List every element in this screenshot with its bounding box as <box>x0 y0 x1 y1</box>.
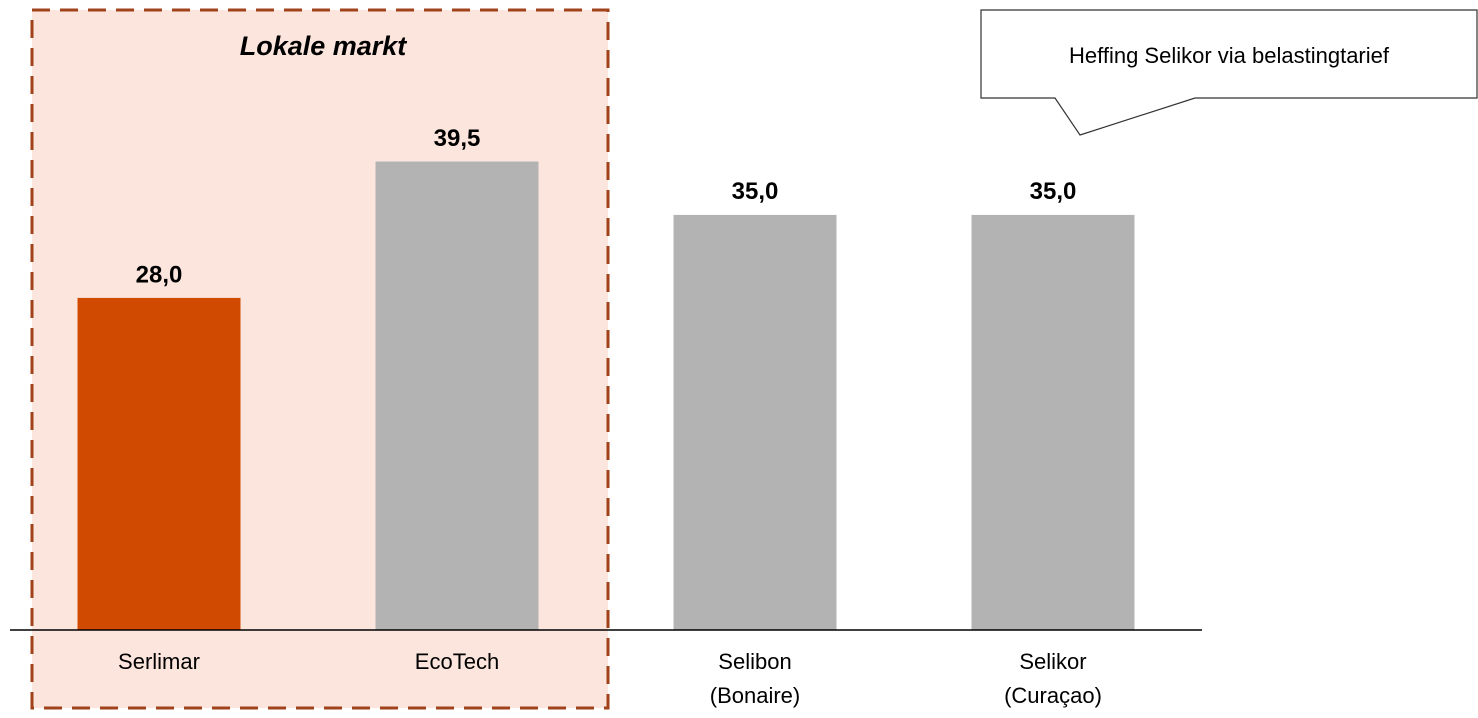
x-tick-label: (Bonaire) <box>710 683 800 708</box>
group-label: Lokale markt <box>240 31 408 61</box>
value-label: 35,0 <box>1030 178 1077 205</box>
bar <box>77 297 241 630</box>
value-label: 35,0 <box>732 178 779 205</box>
bar <box>971 214 1135 630</box>
callout-box <box>980 9 1478 136</box>
x-tick-label: (Curaçao) <box>1004 683 1102 708</box>
x-tick-label: Selikor <box>1019 649 1086 674</box>
x-tick-label: Selibon <box>718 649 791 674</box>
value-label: 28,0 <box>136 261 183 288</box>
x-tick-label: Serlimar <box>118 649 200 674</box>
bar <box>673 214 837 630</box>
x-tick-label: EcoTech <box>415 649 499 674</box>
bar <box>375 161 539 630</box>
value-label: 39,5 <box>434 125 481 152</box>
callout-text: Heffing Selikor via belastingtarief <box>1069 43 1390 68</box>
